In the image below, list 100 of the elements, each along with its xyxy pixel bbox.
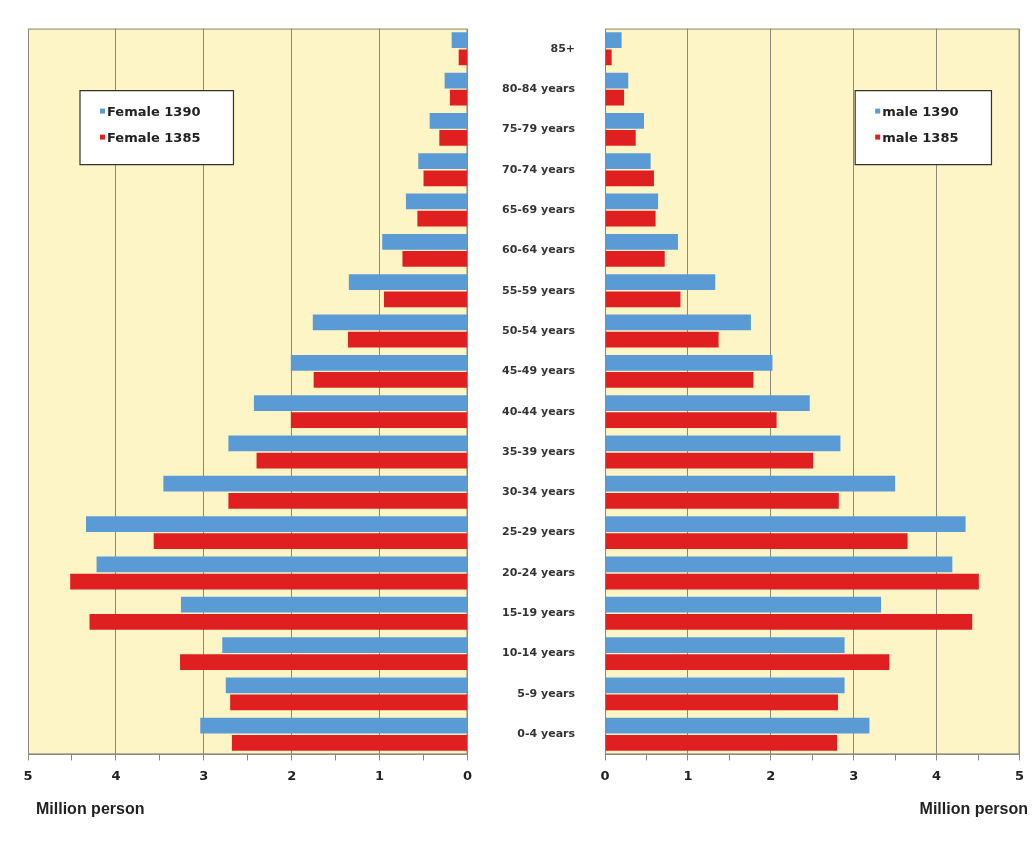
bar — [605, 573, 979, 590]
bar — [605, 331, 719, 348]
bar — [290, 412, 467, 429]
bar — [605, 492, 839, 509]
bar — [605, 112, 644, 129]
y-tick-label: 45-49 years — [501, 364, 576, 378]
bar — [180, 596, 467, 613]
legend-label: Female 1385 — [107, 129, 201, 145]
bar — [449, 89, 467, 106]
y-tick-label: 30-34 years — [501, 485, 576, 499]
y-tick-label: 10-14 years — [501, 646, 576, 660]
bar — [605, 170, 654, 187]
bar — [605, 717, 870, 734]
bar — [225, 677, 467, 694]
bar — [180, 654, 467, 671]
bar — [605, 89, 625, 106]
bar — [605, 533, 908, 550]
y-tick-label: 75-79 years — [501, 122, 576, 136]
y-tick-label: 15-19 years — [501, 606, 576, 620]
legend-label: Female 1390 — [107, 103, 201, 119]
bar — [605, 395, 810, 411]
bar — [418, 153, 467, 170]
y-tick-label: 55-59 years — [501, 283, 576, 297]
x-tick-label: 3 — [199, 767, 209, 783]
bar — [312, 314, 467, 331]
bar — [253, 395, 467, 411]
bar — [451, 32, 467, 49]
bar — [200, 717, 467, 734]
bar — [231, 734, 467, 751]
x-tick-label: 0 — [462, 767, 472, 783]
bar — [605, 596, 882, 613]
y-tick-label: 60-64 years — [501, 243, 576, 257]
bar — [605, 291, 681, 308]
bar — [605, 153, 651, 170]
x-tick-label: 4 — [111, 767, 121, 783]
bar — [163, 475, 467, 492]
bar — [605, 637, 845, 653]
x-tick-label: 5 — [1014, 767, 1024, 783]
bar — [605, 654, 890, 671]
bar — [605, 314, 751, 331]
bar — [605, 412, 777, 429]
bar — [605, 734, 838, 751]
bar — [429, 112, 467, 129]
bar — [256, 452, 467, 469]
bar — [605, 354, 773, 371]
bar — [605, 233, 678, 250]
y-tick-label: 20-24 years — [501, 565, 576, 579]
bar — [605, 32, 622, 49]
bar — [153, 533, 467, 550]
bar — [605, 251, 665, 267]
bar — [605, 435, 841, 452]
bar — [605, 556, 953, 573]
bar — [347, 331, 467, 348]
legend-label: male 1385 — [882, 129, 959, 145]
bar — [405, 193, 467, 210]
bar — [605, 613, 973, 630]
y-tick-label: 40-44 years — [501, 404, 576, 418]
bar — [228, 492, 467, 509]
bar — [383, 291, 467, 308]
y-tick-label: 35-39 years — [501, 444, 576, 458]
bar — [423, 170, 467, 187]
x-tick-label: 3 — [849, 767, 859, 783]
bar — [86, 516, 467, 532]
y-tick-label: 50-54 years — [501, 323, 576, 337]
x-tick-label: 4 — [932, 767, 942, 783]
y-tick-label: 85+ — [550, 41, 576, 55]
y-tick-label: 65-69 years — [501, 202, 576, 216]
bar — [605, 193, 659, 210]
bar — [605, 677, 845, 694]
bar — [89, 613, 467, 630]
bar — [228, 435, 467, 452]
bar — [96, 556, 467, 573]
bar — [230, 694, 467, 711]
y-tick-label: 25-29 years — [501, 525, 576, 539]
bar — [70, 573, 467, 590]
bar — [290, 354, 467, 371]
y-tick-label: 0-4 years — [517, 727, 576, 741]
bar — [348, 274, 467, 291]
x-tick-label: 2 — [287, 767, 297, 783]
x-tick-label: 5 — [23, 767, 33, 783]
bar — [417, 210, 467, 227]
bar — [439, 130, 467, 146]
x-tick-label: 0 — [600, 767, 610, 783]
bar — [605, 49, 612, 66]
bar — [444, 72, 467, 89]
bar — [605, 210, 656, 227]
x-tick-label: 2 — [766, 767, 776, 783]
bar — [605, 72, 629, 89]
y-tick-label: 70-74 years — [501, 162, 576, 176]
y-tick-label: 5-9 years — [517, 686, 576, 700]
bar — [313, 372, 467, 388]
bar — [458, 49, 467, 66]
y-tick-label: 80-84 years — [501, 81, 576, 95]
bar — [605, 516, 966, 532]
legend-label: male 1390 — [882, 103, 959, 119]
bar — [605, 372, 754, 388]
bar — [605, 452, 814, 469]
bar — [402, 251, 467, 267]
bar — [222, 637, 467, 653]
bar — [605, 274, 716, 291]
